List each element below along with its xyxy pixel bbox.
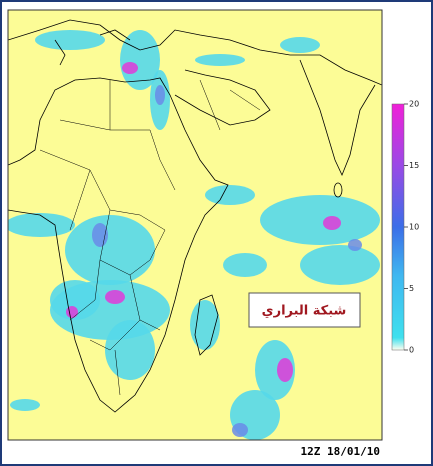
coastlines (8, 19, 382, 413)
map-frame (7, 9, 383, 441)
watermark-box (248, 292, 361, 328)
borders (39, 79, 261, 396)
colorbar-tick-label: 0 (409, 346, 414, 355)
colorbar (391, 103, 405, 351)
colorbar-tick-label: 10 (409, 223, 419, 232)
watermark: شبكة البراري (262, 304, 347, 319)
map-area (8, 10, 382, 440)
colorbar-tick-label: 20 (409, 100, 419, 109)
colorbar-tick-label: 15 (409, 161, 419, 170)
precipitation (8, 30, 380, 440)
timestamp: 12Z 18/01/10 (301, 445, 380, 458)
colorbar-tick-label: 5 (409, 284, 414, 293)
